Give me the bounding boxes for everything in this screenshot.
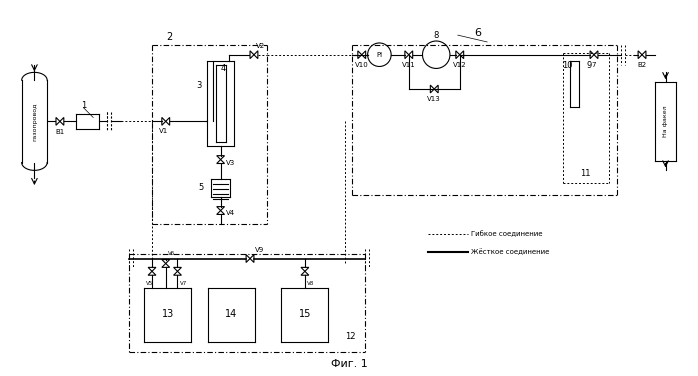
Text: Фиг. 1: Фиг. 1 xyxy=(331,359,367,369)
Text: V3: V3 xyxy=(225,159,235,165)
Text: V10: V10 xyxy=(355,62,369,68)
Text: 10: 10 xyxy=(563,61,573,70)
Text: На факел: На факел xyxy=(663,106,668,137)
Text: Жёсткое соединение: Жёсткое соединение xyxy=(472,248,550,255)
Text: V2: V2 xyxy=(256,43,265,49)
Text: 5: 5 xyxy=(198,183,204,193)
Text: 13: 13 xyxy=(161,309,174,320)
Text: V8: V8 xyxy=(307,281,314,286)
Text: B2: B2 xyxy=(637,62,646,68)
Text: V11: V11 xyxy=(402,62,415,68)
Text: PI: PI xyxy=(376,52,383,58)
Text: газопровод: газопровод xyxy=(32,102,37,141)
Text: 11: 11 xyxy=(580,169,591,178)
Text: 7: 7 xyxy=(592,62,596,68)
Text: V1: V1 xyxy=(159,128,168,134)
Text: 4: 4 xyxy=(221,64,226,73)
Text: V9: V9 xyxy=(255,247,264,253)
Text: B1: B1 xyxy=(55,129,64,135)
Text: 15: 15 xyxy=(299,309,311,320)
Text: V13: V13 xyxy=(427,96,441,102)
Text: 1: 1 xyxy=(81,101,86,110)
Text: 8: 8 xyxy=(433,30,439,39)
Text: V4: V4 xyxy=(225,211,235,217)
Text: 3: 3 xyxy=(196,80,202,89)
Text: V7: V7 xyxy=(179,281,186,286)
Text: 6: 6 xyxy=(474,28,481,38)
Text: V6: V6 xyxy=(168,251,175,256)
Text: 2: 2 xyxy=(167,32,173,42)
Text: 14: 14 xyxy=(225,309,237,320)
Text: V12: V12 xyxy=(453,62,466,68)
Text: Гибкое соединение: Гибкое соединение xyxy=(472,230,543,238)
Text: 9: 9 xyxy=(586,61,592,70)
Text: V5: V5 xyxy=(147,281,154,286)
Text: 12: 12 xyxy=(345,332,355,341)
